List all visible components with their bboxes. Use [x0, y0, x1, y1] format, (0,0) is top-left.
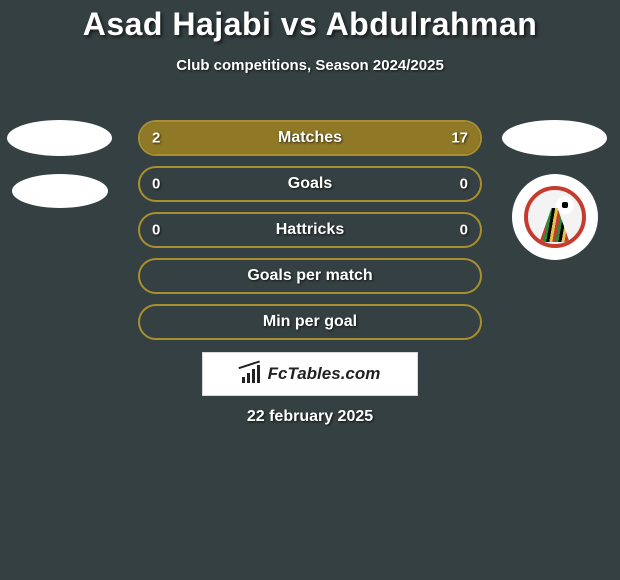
stat-value-left: 2	[152, 130, 160, 147]
stat-row: 2 17 Matches	[138, 120, 482, 156]
brand-label: FcTables.com	[268, 364, 381, 384]
player-left-badges	[2, 120, 117, 208]
stat-value-left: 0	[152, 176, 160, 193]
stat-label: Min per goal	[263, 313, 357, 331]
brand-chart-icon	[240, 365, 262, 383]
player-right-club-logo	[512, 174, 598, 260]
page-subtitle: Club competitions, Season 2024/2025	[0, 57, 620, 74]
stat-label: Goals per match	[247, 267, 372, 285]
player-left-photo-placeholder	[7, 120, 112, 156]
stat-value-right: 0	[460, 222, 468, 239]
stat-value-right: 0	[460, 176, 468, 193]
stat-label: Matches	[278, 129, 342, 147]
stat-value-right: 17	[451, 130, 468, 147]
stat-row: 0 0 Goals	[138, 166, 482, 202]
brand-box[interactable]: FcTables.com	[202, 352, 418, 396]
stat-label: Hattricks	[276, 221, 344, 239]
stat-label: Goals	[288, 175, 332, 193]
player-left-club-placeholder	[12, 174, 108, 208]
player-right-photo-placeholder	[502, 120, 607, 156]
generated-date: 22 february 2025	[0, 408, 620, 426]
stat-row: Min per goal	[138, 304, 482, 340]
player-right-badges	[497, 120, 612, 260]
stat-row: Goals per match	[138, 258, 482, 294]
stat-row: 0 0 Hattricks	[138, 212, 482, 248]
stats-container: 2 17 Matches 0 0 Goals 0 0 Hattricks Goals per ma…	[138, 120, 482, 340]
page-title: Asad Hajabi vs Abdulrahman	[0, 0, 620, 43]
stat-value-left: 0	[152, 222, 160, 239]
